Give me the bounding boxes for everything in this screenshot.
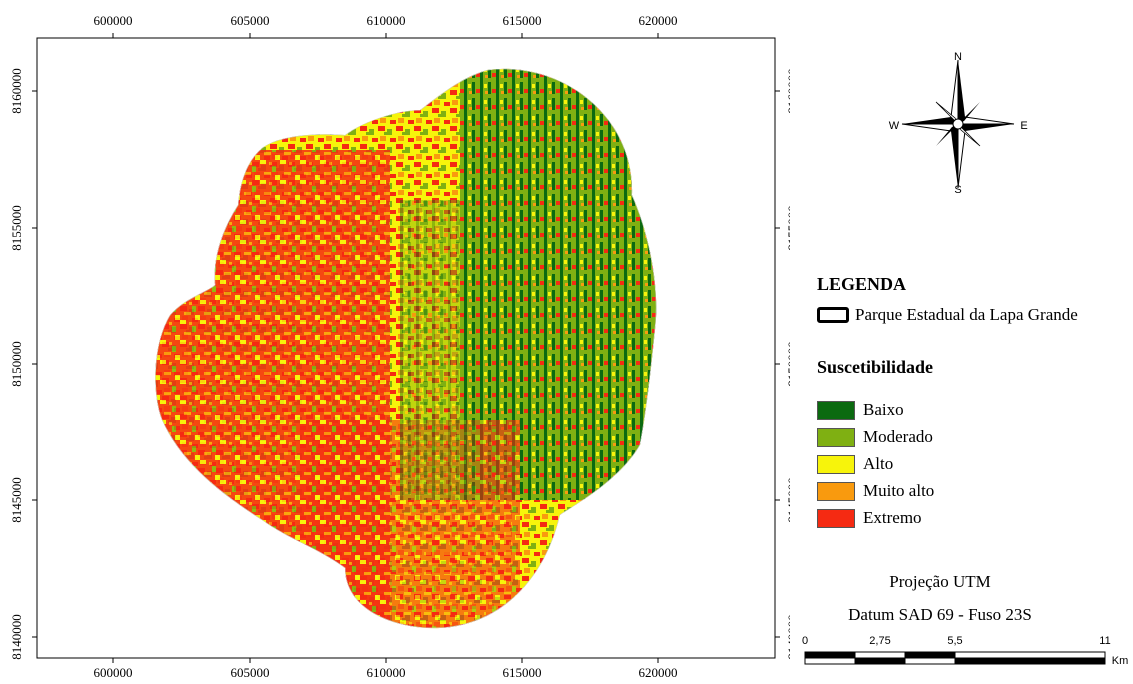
compass-w: W [889, 120, 900, 132]
y-tick-left-1: 8155000 [9, 205, 24, 251]
legend-park-row: Parque Estadual da Lapa Grande [817, 305, 1078, 325]
legend-class-muito-alto: Muito alto [817, 481, 934, 501]
scale-label-2: 5,5 [947, 635, 962, 647]
y-tick-left-0: 8160000 [9, 68, 24, 114]
label-baixo: Baixo [863, 400, 904, 419]
swatch-moderado [817, 427, 855, 447]
x-tick-top-3: 615000 [503, 13, 542, 28]
susceptibility-class-list: Baixo Moderado Alto Muito alto Extremo [817, 400, 934, 528]
swatch-alto [817, 454, 855, 474]
swatch-muito-alto [817, 481, 855, 501]
label-muito-alto: Muito alto [863, 481, 935, 500]
y-tick-right-3: 8145000 [785, 477, 790, 523]
x-tick-bottom-3: 615000 [503, 665, 542, 680]
x-tick-top-4: 620000 [639, 13, 678, 28]
x-tick-top-2: 610000 [367, 13, 406, 28]
datum-label: Datum SAD 69 - Fuso 23S [848, 605, 1032, 624]
map-view[interactable]: 600000 605000 610000 615000 620000 60000… [0, 0, 790, 684]
compass-n: N [954, 51, 962, 63]
x-tick-top-0: 600000 [94, 13, 133, 28]
label-alto: Alto [863, 454, 894, 473]
label-moderado: Moderado [863, 427, 933, 446]
legend-class-baixo: Baixo [817, 400, 934, 420]
x-tick-bottom-2: 610000 [367, 665, 406, 680]
x-tick-top-1: 605000 [231, 13, 270, 28]
park-boundary-swatch [817, 307, 849, 323]
y-tick-right-1: 8155000 [785, 205, 790, 251]
x-tick-bottom-1: 605000 [231, 665, 270, 680]
scale-label-1: 2,75 [869, 635, 890, 647]
y-tick-right-0: 8160000 [785, 68, 790, 114]
y-tick-left-3: 8145000 [9, 477, 24, 523]
swatch-extremo [817, 508, 855, 528]
x-tick-bottom-4: 620000 [639, 665, 678, 680]
scale-label-3: 11 [1099, 635, 1110, 647]
y-tick-right-2: 8150000 [785, 341, 790, 387]
y-tick-right-4: 8140000 [785, 614, 790, 660]
legend-class-alto: Alto [817, 454, 934, 474]
y-tick-left-4: 8140000 [9, 614, 24, 660]
y-tick-left-2: 8150000 [9, 341, 24, 387]
swatch-baixo [817, 400, 855, 420]
projection-label: Projeção UTM [889, 572, 991, 591]
x-tick-bottom-0: 600000 [94, 665, 133, 680]
legend-class-moderado: Moderado [817, 427, 934, 447]
compass-e: E [1020, 120, 1027, 132]
legend-class-extremo: Extremo [817, 508, 934, 528]
label-extremo: Extremo [863, 508, 922, 527]
susceptibility-title: Suscetibilidade [817, 357, 934, 377]
compass-s: S [954, 184, 961, 196]
scale-bar: 0 2,75 5,5 11 Km [802, 635, 1129, 667]
legend-title: LEGENDA [817, 274, 907, 294]
scale-label-0: 0 [802, 635, 808, 647]
compass-rose-icon: N S E W [889, 51, 1028, 196]
scale-unit: Km [1112, 655, 1129, 667]
park-label: Parque Estadual da Lapa Grande [855, 305, 1078, 324]
